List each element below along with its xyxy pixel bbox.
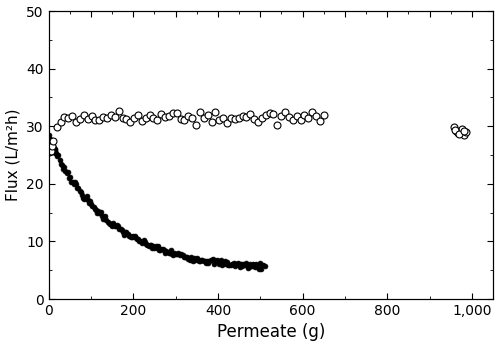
X-axis label: Permeate (g): Permeate (g) — [216, 323, 325, 341]
Y-axis label: Flux (L/m²h): Flux (L/m²h) — [6, 109, 20, 201]
